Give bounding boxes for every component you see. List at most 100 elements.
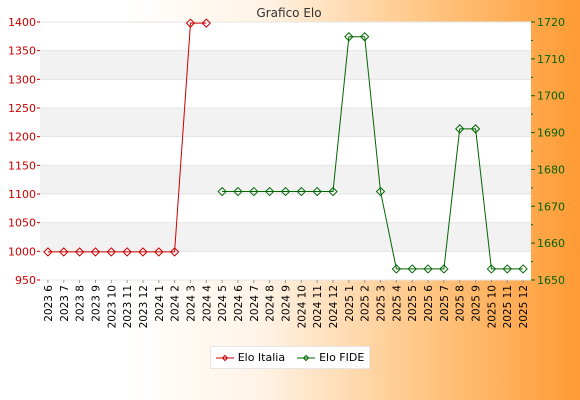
x-axis-tick-label: 2025 10 bbox=[486, 285, 498, 328]
series-point-1 bbox=[280, 186, 291, 197]
legend-swatch-elo-italia bbox=[215, 354, 234, 361]
x-axis-tick-label: 2025 1 bbox=[344, 285, 356, 322]
grid-band bbox=[40, 50, 531, 80]
series-point-1 bbox=[233, 186, 243, 197]
series-point-0 bbox=[138, 247, 148, 257]
chart-legend: Elo Italia Elo FIDE bbox=[210, 346, 370, 369]
x-axis-tick-label: 2025 6 bbox=[423, 285, 435, 322]
x-axis-tick-label: 2024 8 bbox=[265, 285, 277, 322]
series-point-1 bbox=[264, 186, 275, 197]
x-axis-tick-label: 2023 9 bbox=[90, 285, 102, 322]
series-point-1 bbox=[375, 186, 386, 197]
x-axis-tick-label: 2025 7 bbox=[439, 285, 451, 322]
left-axis-tick-label: 1150 bbox=[8, 159, 36, 172]
series-point-1 bbox=[486, 264, 497, 274]
left-axis-tick-label: 1200 bbox=[8, 131, 36, 144]
series-point-1 bbox=[502, 264, 512, 274]
x-axis-tick-label: 2025 9 bbox=[471, 285, 483, 322]
grid-band bbox=[40, 136, 531, 166]
series-point-0 bbox=[154, 247, 164, 257]
left-axis-tick-label: 1400 bbox=[8, 16, 36, 29]
series-point-1 bbox=[217, 186, 227, 197]
x-axis-tick-label: 2025 2 bbox=[360, 285, 372, 322]
right-axis-tick-label: 1670 bbox=[537, 200, 565, 213]
series-point-0 bbox=[185, 18, 196, 28]
grid-band bbox=[40, 251, 531, 280]
x-axis-tick-label: 2023 6 bbox=[43, 285, 55, 322]
right-axis-tick-label: 1690 bbox=[537, 127, 565, 140]
grid-band bbox=[40, 194, 531, 223]
series-line-0 bbox=[47, 22, 207, 253]
left-axis-tick-label: 1300 bbox=[8, 73, 36, 86]
series-point-1 bbox=[470, 124, 481, 134]
x-axis-tick-label: 2024 4 bbox=[201, 285, 213, 322]
x-axis-tick-label: 2024 7 bbox=[249, 285, 261, 322]
series-point-1 bbox=[328, 186, 338, 197]
series-point-0 bbox=[201, 18, 212, 28]
series-point-1 bbox=[518, 264, 528, 274]
x-axis-tick-label: 2025 11 bbox=[502, 285, 514, 328]
legend-label-elo-italia: Elo Italia bbox=[237, 351, 286, 364]
series-point-1 bbox=[249, 186, 259, 197]
x-axis-tick-label: 2024 5 bbox=[217, 285, 229, 322]
x-axis-tick-label: 2024 11 bbox=[312, 285, 324, 328]
left-axis-tick-label: 1250 bbox=[8, 102, 36, 115]
x-axis-tick-label: 2025 5 bbox=[407, 285, 419, 322]
x-axis-tick-label: 2024 1 bbox=[154, 285, 166, 322]
series-point-1 bbox=[312, 186, 322, 197]
series-point-0 bbox=[169, 247, 180, 257]
grid-band bbox=[40, 79, 531, 108]
grid-band bbox=[40, 108, 531, 137]
x-axis-tick-label: 2023 8 bbox=[75, 285, 87, 322]
x-axis-tick-label: 2023 10 bbox=[106, 285, 118, 328]
x-axis-tick-label: 2023 7 bbox=[59, 285, 71, 322]
series-point-0 bbox=[74, 247, 85, 257]
series-point-1 bbox=[407, 264, 417, 274]
x-axis-tick-label: 2024 10 bbox=[296, 285, 308, 328]
x-axis-tick-label: 2023 12 bbox=[138, 285, 150, 328]
x-axis-tick-label: 2025 4 bbox=[391, 285, 403, 322]
legend-swatch-elo-fide bbox=[297, 354, 316, 361]
right-axis-tick-label: 1720 bbox=[537, 16, 565, 29]
x-axis-tick-label: 2024 9 bbox=[281, 285, 293, 322]
x-axis-tick-label: 2025 8 bbox=[455, 285, 467, 322]
grid-band bbox=[40, 165, 531, 194]
plot-area: 950 1000 1050 1100 1150 1200 1250 1300 1350 1400 1… bbox=[8, 16, 565, 328]
legend-item-elo-italia: Elo Italia bbox=[215, 351, 286, 364]
grid-band bbox=[40, 222, 531, 252]
left-axis-tick-label: 1100 bbox=[8, 188, 36, 201]
x-axis-tick-label: 2024 12 bbox=[328, 285, 340, 328]
x-axis-tick-label: 2024 3 bbox=[185, 285, 197, 322]
left-axis-tick-label: 1000 bbox=[8, 245, 36, 258]
right-axis-tick-label: 1710 bbox=[537, 53, 565, 66]
left-axis-tick-label: 1350 bbox=[8, 45, 36, 58]
grid-band bbox=[40, 22, 531, 51]
series-point-0 bbox=[59, 247, 69, 257]
series-point-1 bbox=[344, 32, 354, 42]
series-point-1 bbox=[391, 264, 402, 274]
right-axis-tick-label: 1700 bbox=[537, 90, 565, 103]
series-point-0 bbox=[43, 247, 53, 257]
series-point-1 bbox=[455, 124, 465, 134]
x-axis-tick-label: 2025 12 bbox=[518, 285, 530, 328]
series-point-0 bbox=[90, 247, 101, 257]
chart-title: Grafico Elo bbox=[256, 6, 321, 20]
left-axis-tick-label: 1050 bbox=[8, 217, 36, 230]
right-axis-tick-label: 1650 bbox=[537, 274, 565, 287]
series-point-1 bbox=[423, 264, 433, 274]
series-point-1 bbox=[439, 264, 449, 274]
x-axis-tick-label: 2023 11 bbox=[122, 285, 134, 328]
left-axis-tick-label: 950 bbox=[15, 274, 36, 287]
series-line-1 bbox=[222, 36, 524, 270]
legend-item-elo-fide: Elo FIDE bbox=[297, 351, 364, 364]
x-axis-tick-label: 2024 6 bbox=[233, 285, 245, 322]
series-point-0 bbox=[122, 247, 132, 257]
right-axis-tick-label: 1680 bbox=[537, 163, 565, 176]
legend-label-elo-fide: Elo FIDE bbox=[319, 351, 365, 364]
series-point-1 bbox=[359, 32, 370, 42]
series-point-1 bbox=[296, 186, 307, 197]
right-axis-tick-label: 1660 bbox=[537, 237, 565, 250]
series-point-0 bbox=[106, 247, 116, 257]
